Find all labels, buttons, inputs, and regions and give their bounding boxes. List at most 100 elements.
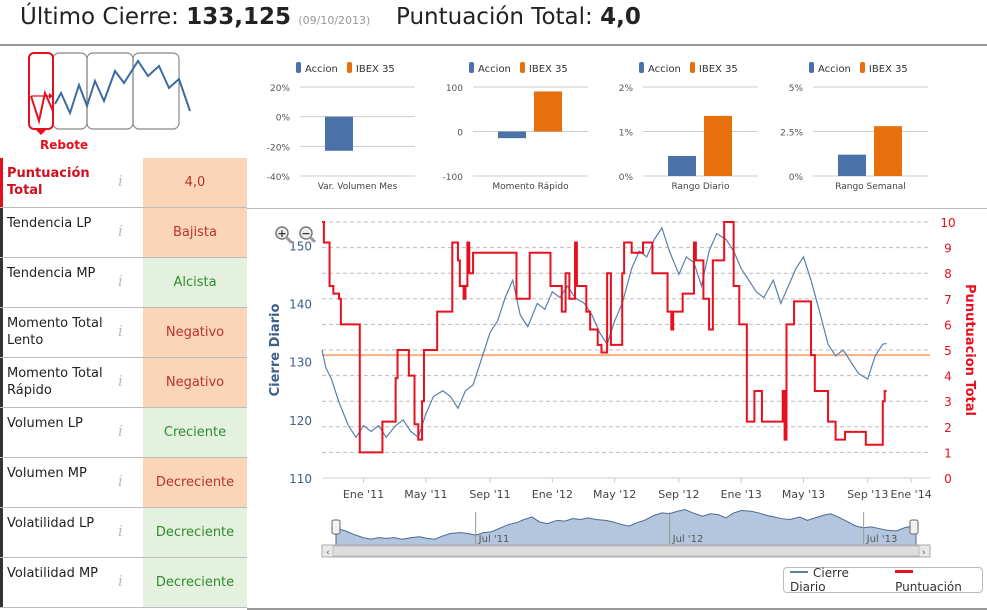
indicator-row: Volumen LP i Creciente — [0, 408, 247, 458]
bar-accion — [838, 154, 866, 176]
y-tick-label: 140 — [289, 297, 312, 311]
info-icon[interactable]: i — [118, 372, 123, 390]
tick-label: 2.5% — [780, 129, 803, 139]
scroll-right-icon: › — [922, 548, 926, 558]
y-tick-label: 120 — [289, 414, 312, 428]
pattern-icon — [28, 52, 191, 135]
info-icon[interactable]: i — [118, 172, 123, 190]
y2-tick-label: 4 — [944, 370, 952, 384]
legend-swatch — [689, 62, 695, 73]
tick-label: -100 — [443, 173, 464, 183]
zoom-in-icon[interactable]: + — [275, 226, 293, 244]
mini-bar-chart: Accion IBEX 35 100 0 -100 Momento Rápido — [428, 52, 598, 202]
tick-label: 2% — [619, 84, 634, 94]
indicator-row: Momento Total Rápido i Negativo — [0, 358, 247, 408]
indicator-value: Negativo — [143, 308, 247, 357]
zoom-glyph: + — [277, 227, 286, 240]
legend-swatch — [519, 62, 525, 73]
legend-label: Puntuación — [895, 580, 962, 594]
indicator-label: Tendencia LP — [0, 208, 110, 257]
y2-tick-label: 1 — [944, 446, 952, 460]
x-tick-label: Sep '13 — [847, 488, 888, 501]
last-close-date: (09/10/2013) — [298, 14, 371, 27]
legend-label: Accion — [305, 64, 338, 75]
bar-ibex — [874, 126, 902, 176]
tick-label: 0% — [619, 173, 634, 183]
legend-label: IBEX 35 — [698, 64, 738, 75]
indicator-row: Volatilidad LP i Decreciente — [0, 508, 247, 558]
main-chart[interactable]: 0 1 2 3 4 5 6 7 8 9 10 110 120 130 140 150 Ene '11 May '1… — [260, 212, 987, 562]
navigator-handle[interactable] — [331, 519, 341, 535]
navigator-label: Jul '11 — [478, 534, 510, 545]
magnifier-handle — [284, 235, 293, 244]
last-close: Último Cierre: 133,125 (09/10/2013) — [20, 4, 370, 30]
y2-axis-title: Punutuacion Total — [962, 284, 977, 416]
magnifier-handle — [308, 235, 317, 244]
scrollbar-thumb[interactable] — [332, 545, 920, 557]
legend-label: Cierre Diario — [790, 566, 849, 594]
indicator-value: Creciente — [143, 408, 247, 457]
info-icon[interactable]: i — [118, 422, 123, 440]
x-tick-label: Ene '12 — [532, 488, 573, 501]
info-icon[interactable]: i — [118, 222, 123, 240]
indicator-row: Volatilidad MP i Decreciente — [0, 558, 247, 608]
x-tick-label: Ene '13 — [721, 488, 762, 501]
legend-swatch — [346, 62, 352, 73]
legend-label: IBEX 35 — [355, 64, 395, 75]
tick-label: 100 — [446, 84, 463, 94]
legend-item-score[interactable]: Puntuación — [895, 566, 982, 594]
last-close-label: Último Cierre: — [20, 4, 179, 30]
indicator-label: Puntuación Total — [0, 158, 110, 207]
legend-line-icon — [790, 571, 808, 573]
indicator-row: Tendencia LP i Bajista — [0, 208, 247, 258]
legend-swatch — [296, 62, 301, 73]
y2-tick-label: 6 — [944, 318, 952, 332]
mini-legend: Accion IBEX 35 — [803, 62, 908, 75]
bar-accion — [498, 131, 526, 139]
y2-tick-label: 2 — [944, 421, 952, 435]
mini-bar-chart: Accion IBEX 35 5% 2.5% 0% Rango Semanal — [768, 52, 938, 202]
navigator-label: Jul '12 — [672, 534, 704, 545]
y-tick-label: 110 — [289, 472, 312, 486]
legend-label: Accion — [818, 64, 851, 75]
info-icon[interactable]: i — [118, 472, 123, 490]
mini-legend: Accion IBEX 35 — [463, 62, 568, 75]
chart-title: Rango Diario — [671, 182, 730, 192]
scroll-left-icon: ‹ — [326, 548, 330, 558]
total-score-value: 4,0 — [600, 4, 641, 30]
legend-label: IBEX 35 — [528, 64, 568, 75]
series-cierre-diario — [321, 226, 887, 439]
bar-accion — [325, 116, 353, 151]
legend-item-close[interactable]: Cierre Diario — [790, 566, 885, 594]
legend-label: Accion — [478, 64, 511, 75]
info-icon[interactable]: i — [118, 572, 123, 590]
x-tick-label: May '11 — [404, 488, 447, 501]
legend-swatch — [639, 62, 644, 73]
zoom-out-icon[interactable]: − — [299, 226, 317, 244]
indicator-row: Volumen MP i Decreciente — [0, 458, 247, 508]
legend-swatch — [469, 62, 474, 73]
legend-label: IBEX 35 — [868, 64, 908, 75]
bar-ibex — [534, 91, 562, 132]
tick-label: -40% — [267, 173, 291, 183]
y2-tick-label: 8 — [944, 267, 952, 281]
y2-tick-label: 0 — [944, 472, 952, 486]
info-icon[interactable]: i — [118, 322, 123, 340]
navigator-area — [335, 509, 917, 546]
y-axis-title: Cierre Diario — [268, 304, 283, 397]
x-tick-label: Ene '14 — [891, 488, 932, 501]
info-icon[interactable]: i — [118, 522, 123, 540]
indicator-label: Volumen LP — [0, 408, 110, 457]
last-close-value: 133,125 — [186, 4, 292, 30]
info-icon[interactable]: i — [118, 272, 123, 290]
header: Último Cierre: 133,125 (09/10/2013) Punt… — [0, 0, 987, 46]
indicator-row: Tendencia MP i Alcista — [0, 258, 247, 308]
indicator-label: Momento Total Lento — [0, 308, 110, 357]
magnifier-lens — [275, 226, 289, 240]
y2-tick-label: 7 — [944, 293, 952, 307]
chart-title: Var. Volumen Mes — [318, 182, 398, 192]
indicator-panel: Rebote Puntuación Total i 4,0 Tendencia L… — [0, 48, 247, 610]
tick-label: 0 — [457, 129, 463, 139]
mini-bar-chart: Accion IBEX 35 2% 1% 0% Rango Diario — [598, 52, 768, 202]
navigator-handle[interactable] — [909, 519, 919, 535]
